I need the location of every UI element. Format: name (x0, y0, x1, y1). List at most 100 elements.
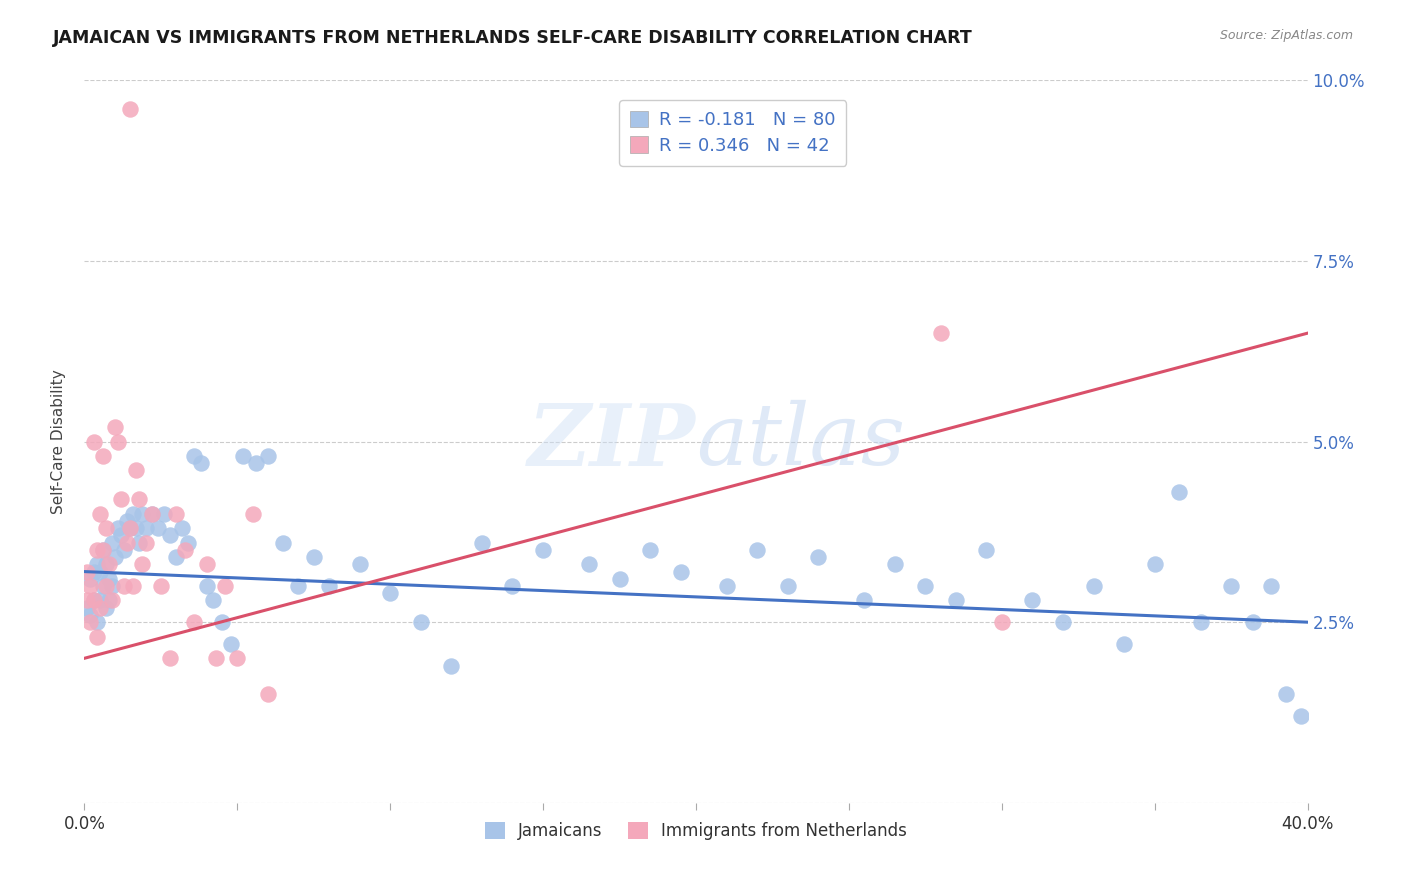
Point (190, 456, 212, 470)
Point (531, 542, 554, 557)
Point (1114, 637, 1136, 651)
Point (79, 579, 101, 593)
Text: Source: ZipAtlas.com: Source: ZipAtlas.com (1219, 29, 1353, 42)
Point (211, 615, 233, 630)
Point (94, 600, 117, 615)
Point (112, 579, 135, 593)
Point (232, 449, 254, 463)
Point (146, 521, 169, 535)
Point (76, 600, 98, 615)
Point (318, 579, 340, 593)
Point (214, 579, 236, 593)
Point (165, 507, 187, 521)
Point (83, 565, 105, 579)
Point (101, 535, 124, 549)
Point (159, 528, 181, 542)
Point (76, 565, 98, 579)
Point (195, 579, 218, 593)
Point (79, 607, 101, 622)
Point (914, 579, 936, 593)
Point (257, 687, 280, 701)
Point (110, 492, 132, 507)
Point (104, 420, 127, 434)
Text: JAMAICAN VS IMMIGRANTS FROM NETHERLANDS SELF-CARE DISABILITY CORRELATION CHART: JAMAICAN VS IMMIGRANTS FROM NETHERLANDS … (53, 29, 973, 46)
Point (242, 507, 264, 521)
Point (219, 637, 242, 651)
Point (110, 528, 132, 542)
Point (112, 542, 135, 557)
Point (669, 565, 692, 579)
Point (153, 507, 176, 521)
Point (91, 449, 114, 463)
Point (205, 651, 228, 665)
Point (578, 558, 600, 572)
Text: atlas: atlas (696, 401, 905, 483)
Point (101, 593, 124, 607)
Y-axis label: Self-Care Disability: Self-Care Disability (51, 369, 66, 514)
Point (97, 558, 120, 572)
Point (638, 542, 661, 557)
Point (86, 558, 108, 572)
Point (226, 651, 249, 665)
Point (159, 651, 181, 665)
Point (131, 558, 153, 572)
Point (609, 572, 631, 586)
Point (1168, 485, 1191, 500)
Point (83, 593, 105, 607)
Point (380, 586, 402, 600)
Point (172, 521, 194, 535)
Point (349, 558, 371, 572)
Point (91, 542, 114, 557)
Point (747, 542, 769, 557)
Point (195, 558, 218, 572)
Point (89, 593, 111, 607)
Point (502, 579, 524, 593)
Point (89, 600, 111, 615)
Point (107, 521, 129, 535)
Point (174, 542, 197, 557)
Point (91, 579, 114, 593)
Point (1189, 615, 1212, 630)
Point (86, 630, 108, 644)
Point (287, 579, 309, 593)
Point (120, 102, 142, 116)
Point (122, 507, 145, 521)
Point (883, 558, 905, 572)
Point (107, 434, 129, 449)
Point (141, 507, 163, 521)
Point (79, 572, 101, 586)
Point (125, 521, 148, 535)
Point (245, 456, 267, 470)
Point (1220, 579, 1243, 593)
Point (1021, 593, 1043, 607)
Point (115, 535, 138, 549)
Point (128, 492, 150, 507)
Point (141, 507, 163, 521)
Point (97, 572, 120, 586)
Point (853, 593, 876, 607)
Point (101, 579, 124, 593)
Point (89, 507, 111, 521)
Point (201, 593, 224, 607)
Point (83, 593, 105, 607)
Point (991, 615, 1014, 630)
Point (776, 579, 799, 593)
Point (945, 593, 967, 607)
Point (1260, 579, 1282, 593)
Point (91, 542, 114, 557)
Point (120, 521, 142, 535)
Point (177, 535, 200, 549)
Point (302, 550, 325, 565)
Point (1083, 579, 1105, 593)
Point (440, 658, 463, 673)
Point (149, 579, 172, 593)
Point (807, 550, 830, 565)
Point (1241, 615, 1264, 630)
Point (97, 593, 120, 607)
Point (165, 550, 187, 565)
Point (125, 463, 148, 477)
Point (94, 579, 117, 593)
Point (94, 521, 117, 535)
Point (1052, 615, 1074, 630)
Point (86, 615, 108, 630)
